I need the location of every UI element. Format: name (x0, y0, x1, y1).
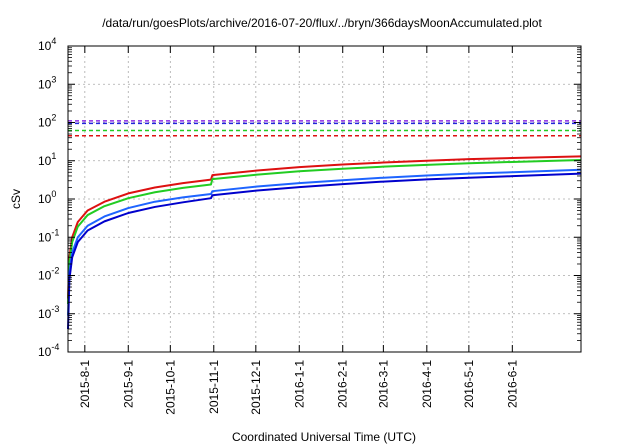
y-tick-exponent: -3 (51, 304, 59, 314)
y-tick-base: 10 (38, 39, 52, 53)
series-line (67, 168, 582, 316)
y-tick-base: 10 (38, 154, 52, 168)
series-line (67, 172, 582, 329)
x-tick-label: 2016-2-1 (336, 360, 350, 408)
y-tick-exponent: 0 (51, 189, 56, 199)
y-tick-label: 100 (38, 189, 56, 206)
y-axis-label: cSv (9, 189, 23, 209)
y-tick-exponent: -4 (51, 342, 59, 352)
x-axis-label: Coordinated Universal Time (UTC) (232, 430, 416, 444)
series-line (67, 158, 582, 305)
y-tick-base: 10 (38, 192, 52, 206)
y-tick-label: 104 (38, 36, 56, 53)
y-tick-base: 10 (38, 230, 52, 244)
y-tick-exponent: 2 (51, 113, 56, 123)
x-tick-label: 2015-12-1 (249, 360, 263, 415)
y-tick-exponent: -2 (51, 266, 59, 276)
x-tick-label: 2015-9-1 (121, 360, 135, 408)
x-tick-label: 2015-8-1 (78, 360, 92, 408)
y-tick-exponent: 3 (51, 74, 56, 84)
y-tick-label: 102 (38, 113, 56, 130)
y-tick-label: 10-1 (38, 227, 59, 244)
y-tick-base: 10 (38, 77, 52, 91)
y-tick-label: 103 (38, 74, 56, 91)
series-group (67, 155, 582, 329)
y-tick-label: 10-2 (38, 266, 59, 283)
x-axis: 2015-8-1 2015-9-1 2015-10-1 2015-11-1 2015-1… (78, 46, 519, 415)
x-tick-label: 2016-5-1 (462, 360, 476, 408)
y-tick-base: 10 (38, 345, 52, 359)
x-tick-label: 2016-1-1 (292, 360, 306, 408)
grid (68, 46, 581, 352)
y-tick-exponent: 4 (51, 36, 56, 46)
chart-title: /data/run/goesPlots/archive/2016-07-20/f… (102, 16, 542, 30)
x-tick-label: 2015-11-1 (207, 360, 221, 414)
y-tick-base: 10 (38, 307, 52, 321)
y-tick-exponent: 1 (51, 151, 56, 161)
y-tick-label: 10-3 (38, 304, 59, 321)
series-line (67, 155, 582, 299)
y-tick-label: 101 (38, 151, 56, 168)
x-tick-label: 2016-4-1 (420, 360, 434, 408)
x-tick-label: 2016-3-1 (376, 360, 390, 408)
limit-lines (68, 120, 581, 137)
y-tick-exponent: -1 (51, 227, 59, 237)
y-tick-base: 10 (38, 116, 52, 130)
y-tick-base: 10 (38, 269, 52, 283)
x-tick-label: 2015-10-1 (163, 360, 177, 415)
x-tick-label: 2016-6-1 (505, 360, 519, 408)
y-tick-label: 10-4 (38, 342, 59, 359)
